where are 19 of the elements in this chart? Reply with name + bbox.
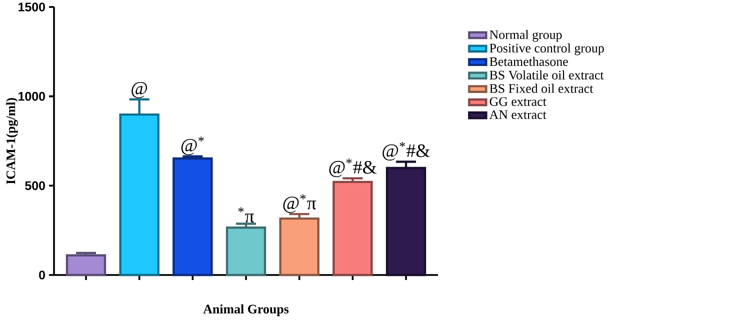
legend-label: GG extract [490, 97, 546, 106]
y-axis-title: ICAM-1(pg/ml) [6, 98, 18, 184]
data-label: @ [132, 82, 148, 98]
legend-label: Positive control group [490, 43, 604, 56]
legend-label: Betamethasone [490, 56, 568, 66]
y-tick-label: 1500 [18, 2, 45, 12]
data-label: $^{*}$π [238, 207, 254, 223]
legend-label: Normal group [490, 30, 562, 42]
legend-label: AN extract [489, 110, 546, 120]
y-tick-label: 0 [39, 270, 45, 280]
data-label: @$^{*}$#& [382, 142, 430, 161]
legend-label: BS Volatile oil extract [490, 70, 604, 80]
data-label: @$^{*}$#& [329, 158, 377, 178]
y-tick-label: 1000 [18, 92, 45, 101]
y-tick-label: 500 [25, 181, 45, 190]
data-label: @$^{*}$ [181, 136, 204, 156]
legend-label: BS Fixed oil extract [490, 84, 594, 93]
x-axis-title: Animal Groups [203, 304, 289, 316]
data-label: @$^{*}$π [283, 194, 316, 213]
